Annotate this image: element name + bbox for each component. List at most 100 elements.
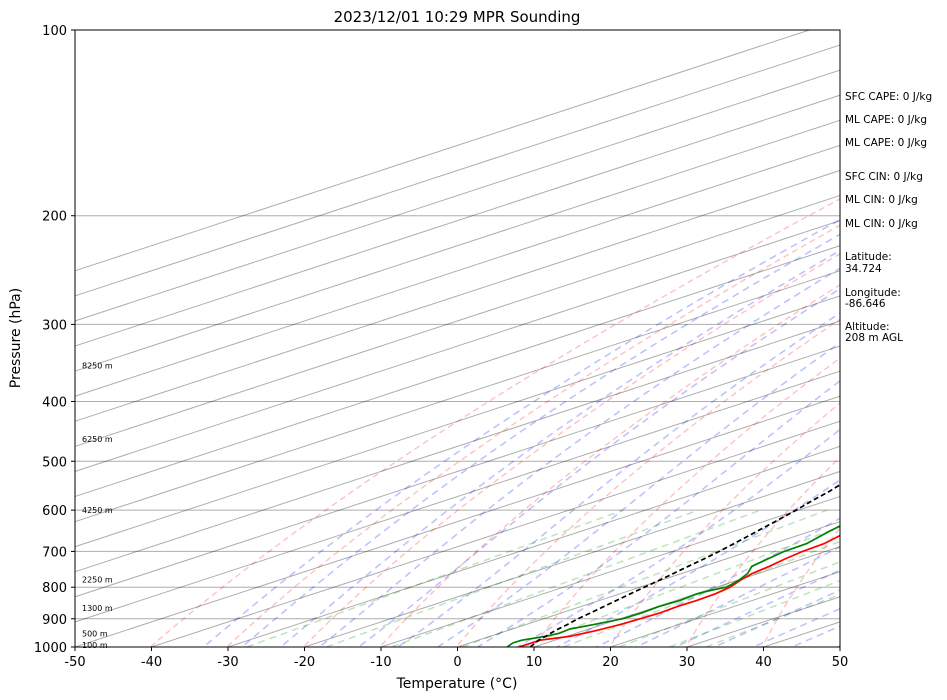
plot-frame xyxy=(74,29,841,648)
height-label: 2250 m xyxy=(82,575,113,584)
dry-adiabat xyxy=(225,224,840,647)
isotherm xyxy=(75,220,840,472)
x-tick-label: -50 xyxy=(64,655,85,670)
dewpoint-trace xyxy=(506,525,840,647)
latitude-value: 34.724 xyxy=(845,263,882,275)
y-axis-label: Pressure (hPa) xyxy=(8,288,24,388)
isotherm xyxy=(151,420,840,647)
y-tick-label: 300 xyxy=(42,318,67,333)
ml-cin-text: ML CIN: 0 J/kg xyxy=(845,194,918,206)
isotherm xyxy=(75,69,840,322)
x-axis-label: Temperature (°C) xyxy=(396,676,518,692)
moist-adiabat xyxy=(594,517,840,647)
y-tick-label: 700 xyxy=(42,545,67,560)
moist-adiabat xyxy=(634,545,840,647)
parcel-trace xyxy=(529,483,840,647)
x-tick-label: 50 xyxy=(832,655,849,670)
isotherm xyxy=(75,194,840,447)
y-tick-label: 800 xyxy=(42,581,67,596)
moist-adiabat xyxy=(202,218,840,647)
moist-adiabat xyxy=(318,267,840,647)
height-label: 100 m xyxy=(82,641,108,650)
mixing-ratio-line xyxy=(326,509,699,647)
isotherm xyxy=(75,320,840,573)
x-axis-ticks: -50 -40 -30 -20 -10 0 10 20 30 40 50 xyxy=(64,647,848,670)
ml-cape-text: ML CAPE: 0 J/kg xyxy=(845,114,928,126)
isotherm xyxy=(75,169,840,422)
longitude-label: Longitude: xyxy=(845,287,901,299)
altitude-label: Altitude: xyxy=(845,321,890,333)
y-tick-label: 200 xyxy=(42,210,67,225)
y-axis-ticks: 100 200 300 400 500 600 700 800 900 1000 xyxy=(34,24,75,656)
isotherm xyxy=(75,370,840,623)
x-tick-label: 30 xyxy=(679,655,696,670)
dry-adiabat xyxy=(302,252,840,647)
moist-adiabat xyxy=(279,249,840,647)
isotherm xyxy=(75,119,840,372)
isotherm xyxy=(75,44,840,297)
dry-adiabat xyxy=(532,357,840,647)
mixing-ratio-line xyxy=(705,593,840,647)
moist-adiabat xyxy=(751,607,840,647)
mixing-ratio-line xyxy=(461,509,828,647)
moist-adiabat xyxy=(396,312,840,647)
height-label: 1300 m xyxy=(82,604,113,613)
ml-cape-text-2: ML CAPE: 0 J/kg xyxy=(845,137,928,149)
y-tick-label: 900 xyxy=(42,613,67,628)
moist-adiabat xyxy=(240,233,840,647)
isotherm xyxy=(75,395,840,647)
mixing-ratio-line xyxy=(619,561,840,647)
height-label: 8250 m xyxy=(82,362,113,371)
height-label: 6250 m xyxy=(82,435,113,444)
x-tick-label: -20 xyxy=(294,655,315,670)
sfc-cin-text: SFC CIN: 0 J/kg xyxy=(845,171,923,183)
isotherm xyxy=(227,445,840,647)
x-tick-label: 40 xyxy=(755,655,772,670)
dry-adiabat xyxy=(685,456,840,647)
background-lines xyxy=(75,30,840,647)
isotherm xyxy=(75,94,840,347)
sfc-cape-text: SFC CAPE: 0 J/kg xyxy=(845,91,933,103)
isotherm xyxy=(304,470,840,647)
dry-adiabat xyxy=(149,198,840,647)
moist-adiabat xyxy=(515,428,840,647)
y-tick-label: 500 xyxy=(42,455,67,470)
x-tick-label: 20 xyxy=(602,655,619,670)
temperature-trace xyxy=(518,534,840,647)
isotherm xyxy=(75,144,840,397)
y-tick-label: 1000 xyxy=(34,641,67,656)
mixing-ratio-line xyxy=(563,540,840,647)
sounding-traces xyxy=(506,483,840,647)
height-label: 500 m xyxy=(82,629,108,638)
isotherm xyxy=(75,345,840,598)
x-tick-label: -30 xyxy=(217,655,238,670)
ml-cin-text-2: ML CIN: 0 J/kg xyxy=(845,218,918,230)
isotherm xyxy=(380,495,840,647)
isotherm xyxy=(75,270,840,523)
moist-adiabat xyxy=(357,287,840,647)
chart-title: 2023/12/01 10:29 MPR Sounding xyxy=(334,8,581,26)
isotherm xyxy=(75,295,840,548)
moist-adiabat xyxy=(436,341,840,647)
isotherm xyxy=(75,30,810,272)
x-tick-label: -40 xyxy=(141,655,162,670)
x-tick-label: 0 xyxy=(453,655,461,670)
dry-adiabat xyxy=(455,318,840,647)
y-tick-label: 600 xyxy=(42,504,67,519)
height-label: 4250 m xyxy=(82,506,113,515)
mixing-ratio-line xyxy=(391,509,761,647)
latitude-label: Latitude: xyxy=(845,251,892,263)
mixing-ratio-line xyxy=(669,579,840,647)
x-tick-label: 10 xyxy=(526,655,543,670)
isotherm xyxy=(75,245,840,498)
height-labels: 100 m 500 m 1300 m 2250 m 4250 m 6250 m 8250 m xyxy=(82,362,113,650)
pressure-gridlines xyxy=(75,30,840,647)
y-tick-label: 400 xyxy=(42,395,67,410)
mixing-ratio-line xyxy=(246,509,624,647)
y-tick-label: 100 xyxy=(42,24,67,39)
longitude-value: -86.646 xyxy=(845,298,886,310)
x-tick-label: -10 xyxy=(370,655,391,670)
dry-adiabat xyxy=(378,283,840,647)
isotherm xyxy=(457,521,840,647)
